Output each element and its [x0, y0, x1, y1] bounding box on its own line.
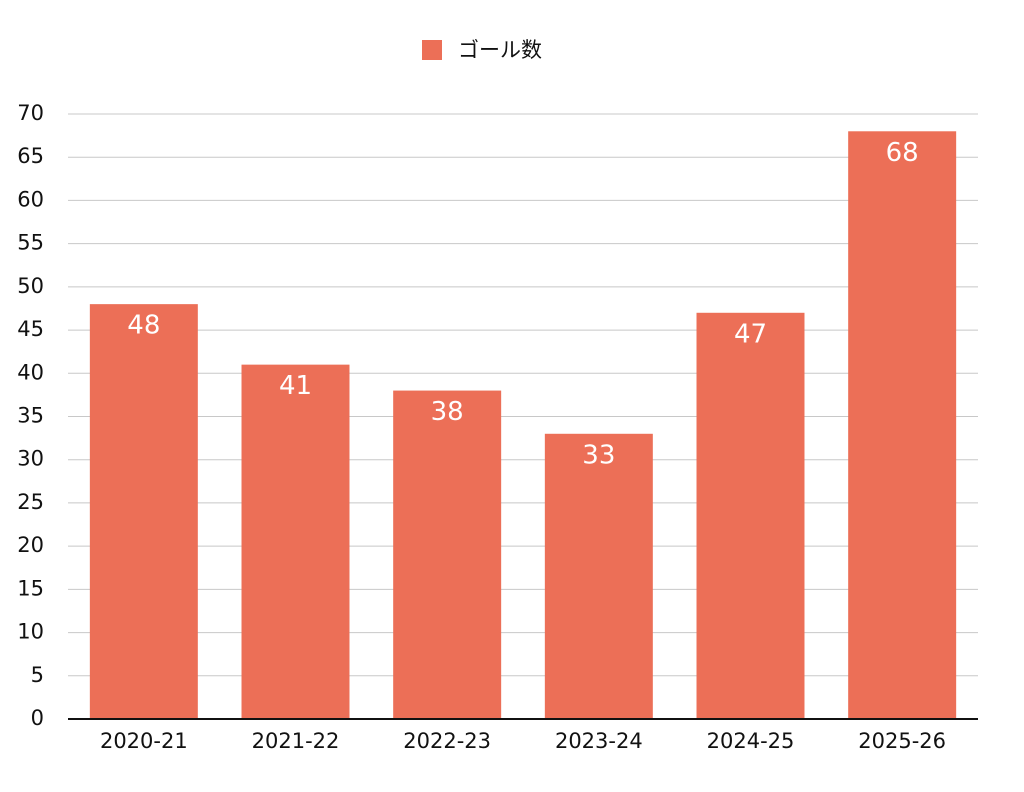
- y-tick-label: 60: [17, 187, 44, 211]
- x-tick-label: 2023-24: [555, 729, 643, 753]
- x-tick-label: 2025-26: [858, 729, 946, 753]
- y-tick-label: 20: [17, 533, 44, 557]
- x-tick-label: 2021-22: [252, 729, 340, 753]
- legend-label: ゴール数: [458, 38, 542, 62]
- y-tick-label: 10: [17, 620, 44, 644]
- y-tick-label: 5: [31, 663, 44, 687]
- y-tick-label: 70: [17, 101, 44, 125]
- bar: [848, 131, 957, 720]
- y-tick-label: 15: [17, 576, 44, 600]
- y-tick-label: 0: [31, 706, 44, 730]
- y-tick-label: 55: [17, 231, 44, 255]
- data-label: 68: [886, 138, 919, 168]
- bar: [241, 364, 350, 719]
- bar: [393, 390, 502, 719]
- y-tick-label: 45: [17, 317, 44, 341]
- legend-swatch: [422, 40, 442, 60]
- bar: [544, 433, 653, 719]
- data-label: 47: [734, 319, 767, 349]
- data-label: 38: [431, 397, 464, 427]
- y-tick-label: 25: [17, 490, 44, 514]
- y-tick-label: 30: [17, 447, 44, 471]
- bar: [696, 312, 805, 719]
- y-tick-label: 65: [17, 144, 44, 168]
- data-label: 48: [127, 311, 160, 341]
- x-tick-label: 2022-23: [403, 729, 491, 753]
- x-tick-label: 2024-25: [707, 729, 795, 753]
- y-tick-label: 40: [17, 360, 44, 384]
- y-tick-label: 35: [17, 404, 44, 428]
- bar: [89, 304, 198, 719]
- data-label: 41: [279, 371, 312, 401]
- x-tick-label: 2020-21: [100, 729, 188, 753]
- y-tick-label: 50: [17, 274, 44, 298]
- data-label: 33: [582, 440, 615, 470]
